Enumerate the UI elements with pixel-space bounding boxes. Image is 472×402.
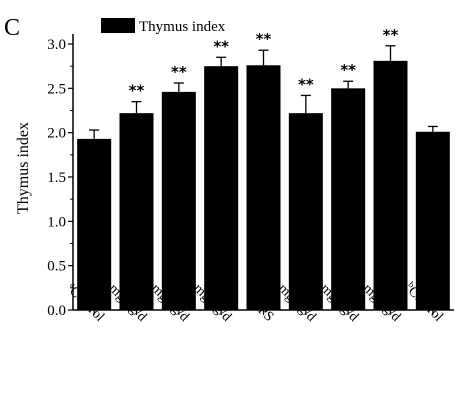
- significance-group: ** ** ** ** ** ** **: [129, 26, 399, 100]
- significance-marker: **: [256, 30, 272, 48]
- bar: [331, 88, 366, 310]
- bar: [161, 91, 196, 310]
- y-tick-label: 3.0: [47, 37, 66, 53]
- panel-label: C: [4, 15, 20, 41]
- significance-marker: **: [383, 26, 399, 44]
- bar: [373, 60, 408, 311]
- legend-label: Thymus index: [139, 19, 226, 35]
- y-tick-label: 2.0: [47, 126, 66, 142]
- significance-marker: **: [129, 82, 145, 100]
- y-tick-label: 2.5: [47, 81, 66, 97]
- significance-marker: **: [340, 61, 356, 79]
- y-tick-label: 1.0: [47, 214, 66, 230]
- y-tick-label: 0.0: [47, 303, 66, 319]
- bar: [119, 113, 154, 310]
- bar: [415, 131, 450, 310]
- bar: [77, 138, 112, 310]
- y-axis: 0.0 0.5 1.0 1.5 2.0 2.5 3.0: [47, 34, 74, 319]
- y-axis-label: Thymus index: [15, 122, 32, 214]
- bar: [246, 65, 281, 310]
- significance-marker: **: [213, 37, 229, 55]
- y-tick-label: 1.5: [47, 170, 66, 186]
- significance-marker: **: [298, 75, 314, 93]
- bars-group: [77, 60, 450, 311]
- bar: [288, 113, 323, 310]
- significance-marker: **: [171, 63, 187, 81]
- error-bars-group: [89, 45, 438, 139]
- y-tick-label: 0.5: [47, 259, 66, 275]
- legend: Thymus index: [101, 18, 226, 35]
- bar: [204, 66, 239, 311]
- legend-swatch: [101, 18, 135, 33]
